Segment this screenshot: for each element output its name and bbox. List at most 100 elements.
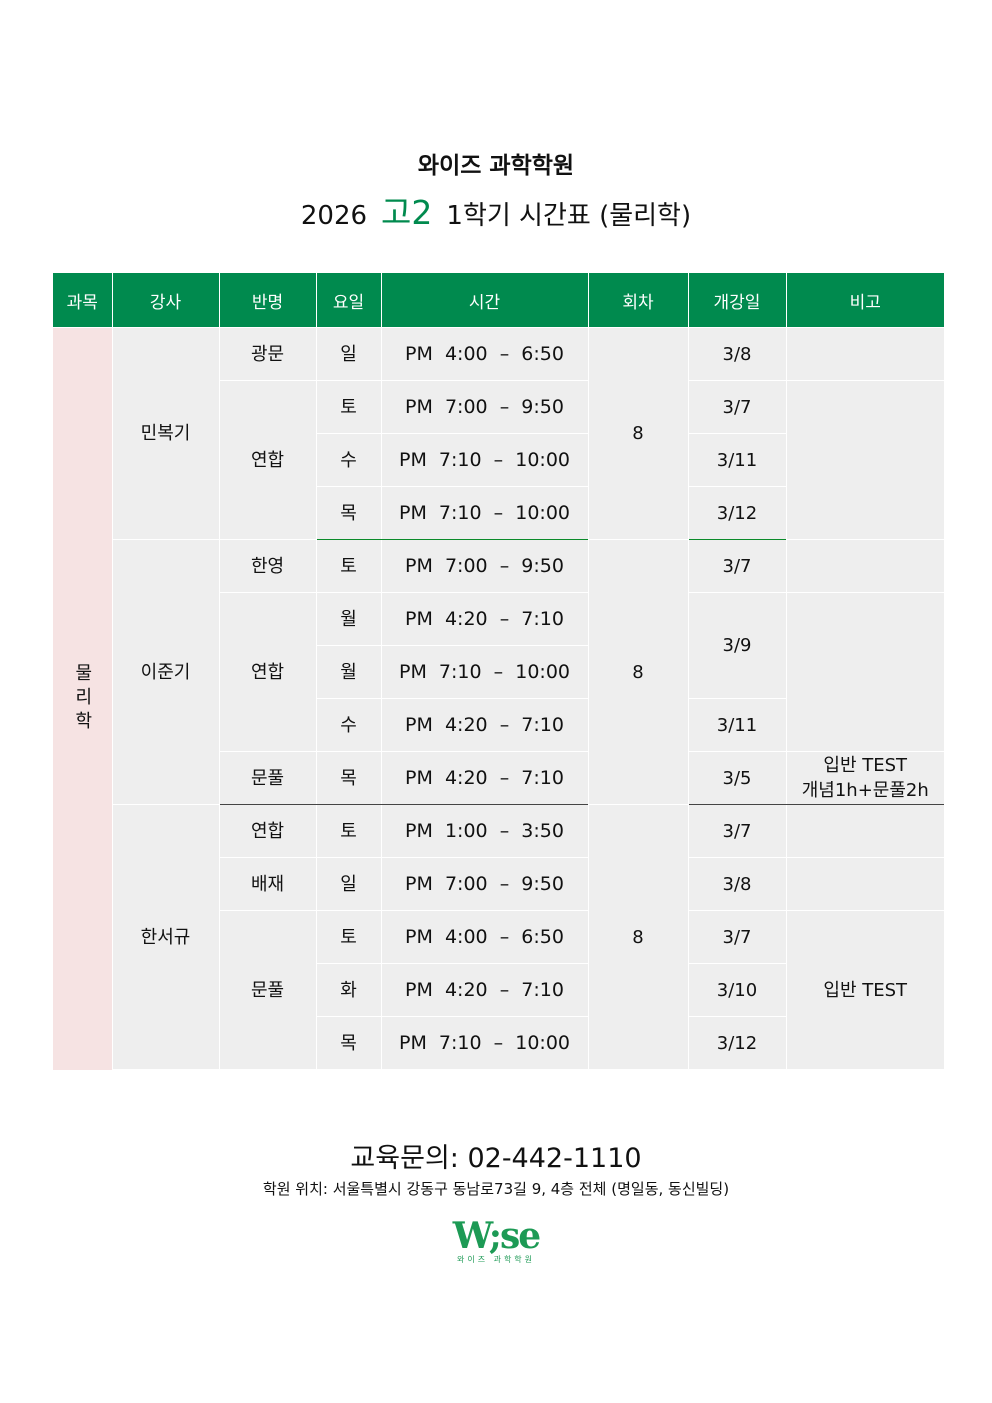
start-cell: 3/8	[687, 857, 787, 911]
sessions-cell: 8	[587, 539, 689, 805]
teacher-cell: 민복기	[111, 327, 220, 540]
year: 2026	[300, 201, 368, 231]
time-cell: PM 4:20 – 7:10	[380, 698, 589, 752]
start-cell: 3/11	[687, 433, 786, 487]
day-cell: 수	[315, 698, 382, 752]
start-cell: 3/7	[687, 804, 787, 858]
class-cell: 배재	[218, 857, 317, 911]
address: 학원 위치: 서울특별시 강동구 동남로73길 9, 4층 전체 (명일동, 동…	[262, 1180, 730, 1198]
start-cell: 3/8	[687, 327, 787, 381]
note-cell	[785, 539, 944, 593]
header-class: 반명	[218, 273, 317, 328]
class-cell: 광문	[218, 327, 317, 381]
day-cell: 목	[315, 486, 382, 540]
table-row: 이준기 한영 토 PM 7:00 – 9:50 8 3/7	[53, 539, 944, 805]
table-row: 물리학 민복기 광문 일 PM 4:00 – 6:50 8 3/8	[53, 327, 944, 1070]
header-sessions: 회차	[587, 273, 689, 328]
header-subject: 과목	[53, 273, 113, 328]
start-cell: 3/7	[687, 539, 787, 593]
start-cell: 3/12	[687, 1016, 786, 1070]
grade: 고2	[381, 193, 433, 232]
time-cell: PM 1:00 – 3:50	[380, 804, 589, 858]
day-cell: 토	[315, 910, 382, 964]
class-cell: 연합	[218, 380, 317, 540]
time-cell: PM 7:10 – 10:00	[380, 645, 588, 699]
time-cell: PM 4:00 – 6:50	[380, 327, 589, 381]
note-cell	[785, 804, 944, 858]
note-cell	[785, 380, 944, 540]
class-cell: 연합	[218, 592, 317, 752]
subject-cell: 물리학	[53, 327, 113, 1070]
teacher-cell: 이준기	[111, 539, 220, 805]
note-line: 개념1h+문풀2h	[801, 780, 929, 801]
table-row: 수 PM 4:20 – 7:10 3/11	[53, 698, 944, 752]
day-cell: 토	[315, 380, 382, 434]
page-title: 2026 고2 1학기 시간표 (물리학)	[0, 186, 992, 234]
table-row: 월 PM 7:10 – 10:00	[53, 645, 944, 699]
day-cell: 목	[315, 1016, 382, 1070]
note-cell: 입반 TEST	[785, 910, 944, 1070]
header-time: 시간	[380, 273, 589, 328]
table-row: 연합 월 PM 4:20 – 7:10 3/9	[53, 592, 944, 752]
table-row: 목 PM 7:10 – 10:00 3/12	[53, 1016, 944, 1070]
time-cell: PM 4:20 – 7:10	[380, 751, 589, 805]
note-cell	[785, 327, 944, 381]
start-cell: 3/5	[687, 751, 787, 805]
day-cell: 토	[315, 539, 382, 593]
day-cell: 월	[315, 645, 382, 699]
sessions-cell: 8	[587, 804, 689, 1070]
wise-logo: W;se 와이즈 과학학원	[446, 1218, 546, 1265]
class-cell: 문풀	[218, 910, 317, 1070]
table-row: 화 PM 4:20 – 7:10 3/10	[53, 963, 944, 1017]
header-start: 개강일	[687, 273, 787, 328]
day-cell: 수	[315, 433, 382, 487]
table-row: 한서규 연합 토 PM 1:00 – 3:50 8 3/7	[53, 804, 944, 1070]
timetable: 과목 강사 반명 요일 시간 회차 개강일 비고 물리학 민복기 광문 일 PM…	[53, 273, 944, 1070]
header-day: 요일	[315, 273, 382, 328]
start-cell: 3/7	[687, 380, 787, 434]
teacher-cell: 한서규	[111, 804, 220, 1070]
day-cell: 토	[315, 804, 382, 858]
table-row: 수 PM 7:10 – 10:00 3/11	[53, 433, 944, 487]
class-cell: 문풀	[218, 751, 317, 805]
time-cell: PM 4:00 – 6:50	[380, 910, 589, 964]
sessions-cell: 8	[587, 327, 689, 540]
time-cell: PM 7:00 – 9:50	[380, 539, 589, 593]
time-cell: PM 7:10 – 10:00	[380, 1016, 589, 1070]
start-cell: 3/12	[687, 486, 786, 540]
class-cell: 한영	[218, 539, 317, 593]
day-cell: 일	[315, 327, 382, 381]
note-line: 입반 TEST	[823, 755, 908, 776]
note-cell	[785, 592, 944, 752]
title-rest: 1학기 시간표 (물리학)	[446, 201, 692, 231]
time-cell: PM 4:20 – 7:10	[380, 592, 589, 646]
contact-phone: 교육문의: 02-442-1110	[350, 1143, 642, 1174]
time-cell: PM 7:10 – 10:00	[380, 486, 589, 540]
day-cell: 화	[315, 963, 382, 1017]
header-note: 비고	[785, 273, 944, 328]
table-row: 배재 일 PM 7:00 – 9:50 3/8	[53, 857, 944, 911]
class-cell: 연합	[218, 804, 317, 858]
logo-wordmark: W;se	[452, 1215, 541, 1257]
start-cell: 3/10	[687, 963, 786, 1017]
table-row: 목 PM 7:10 – 10:00 3/12	[53, 486, 944, 540]
day-cell: 월	[315, 592, 382, 646]
time-cell: PM 7:10 – 10:00	[380, 433, 589, 487]
start-cell: 3/9	[687, 592, 787, 699]
logo-subtitle: 와이즈 과학학원	[456, 1255, 536, 1264]
header-teacher: 강사	[111, 273, 220, 328]
start-cell: 3/7	[687, 910, 787, 964]
table-row: 연합 토 PM 7:00 – 9:50 3/7	[53, 380, 944, 540]
table-row: 문풀 목 PM 4:20 – 7:10 3/5 입반 TEST 개념1h+문풀2h	[53, 751, 944, 805]
note-cell: 입반 TEST 개념1h+문풀2h	[785, 751, 944, 805]
note-cell	[785, 857, 944, 911]
header-row: 과목 강사 반명 요일 시간 회차 개강일 비고	[53, 273, 944, 328]
time-cell: PM 7:00 – 9:50	[380, 857, 589, 911]
table-row: 문풀 토 PM 4:00 – 6:50 3/7 입반 TEST	[53, 910, 944, 1070]
day-cell: 일	[315, 857, 382, 911]
day-cell: 목	[315, 751, 382, 805]
academy-title: 와이즈 과학학원	[417, 153, 575, 179]
start-cell: 3/11	[687, 698, 786, 752]
time-cell: PM 4:20 – 7:10	[380, 963, 589, 1017]
